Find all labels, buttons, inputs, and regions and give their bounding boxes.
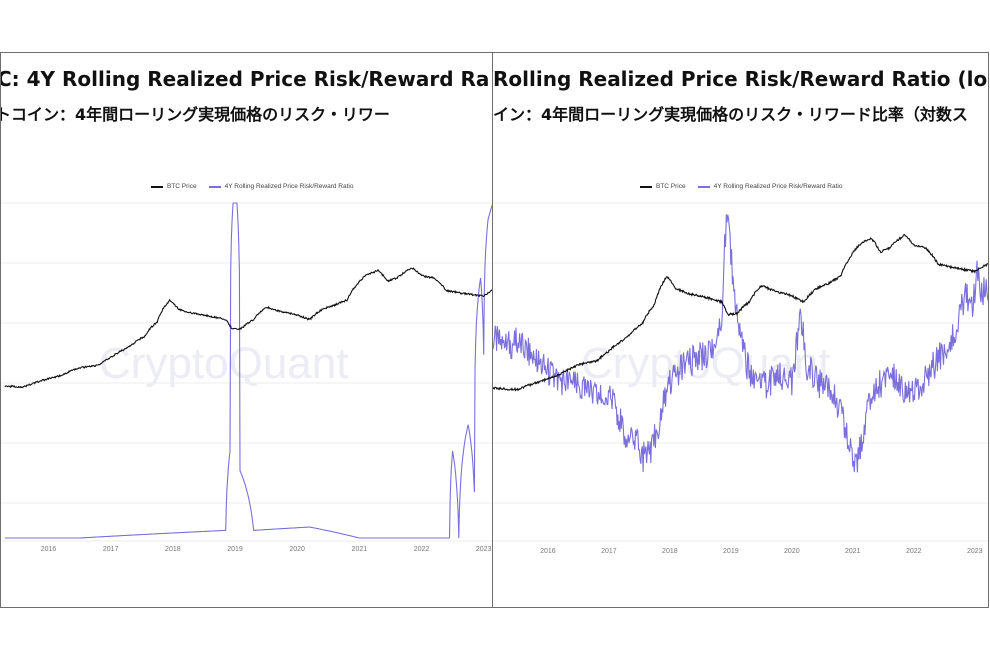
chart-panel-right: Rolling Realized Price Risk/Reward Ratio… bbox=[492, 52, 989, 608]
chart-title-en: C: 4Y Rolling Realized Price Risk/Reward… bbox=[0, 67, 490, 91]
legend-swatch-purple bbox=[208, 185, 221, 188]
x-tick-label: 2021 bbox=[845, 548, 861, 555]
x-tick-label: 2022 bbox=[906, 548, 922, 555]
legend-swatch-black bbox=[640, 185, 652, 188]
legend-item-btc-price: BTC Price bbox=[640, 183, 686, 190]
x-tick-label: 2017 bbox=[601, 548, 617, 555]
x-tick-label: 2022 bbox=[414, 546, 430, 553]
legend-label: BTC Price bbox=[656, 183, 686, 190]
chart-legend: BTC Price 4Y Rolling Realized Price Risk… bbox=[151, 183, 353, 190]
x-tick-label: 2020 bbox=[289, 546, 305, 553]
x-tick-label: 2023 bbox=[476, 546, 492, 553]
x-tick-label: 2016 bbox=[540, 548, 556, 555]
series-line-ratio bbox=[493, 214, 988, 473]
legend-label: BTC Price bbox=[167, 183, 197, 190]
chart-legend: BTC Price 4Y Rolling Realized Price Risk… bbox=[640, 183, 842, 190]
x-tick-label: 2020 bbox=[784, 548, 800, 555]
series-line-ratio bbox=[5, 202, 493, 539]
legend-item-ratio: 4Y Rolling Realized Price Risk/Reward Ra… bbox=[208, 183, 354, 190]
legend-item-btc-price: BTC Price bbox=[151, 183, 197, 190]
legend-label: 4Y Rolling Realized Price Risk/Reward Ra… bbox=[224, 183, 354, 190]
x-tick-label: 2023 bbox=[967, 548, 983, 555]
legend-swatch-purple bbox=[697, 185, 710, 188]
x-tick-label: 2019 bbox=[227, 546, 243, 553]
legend-label: 4Y Rolling Realized Price Risk/Reward Ra… bbox=[713, 183, 843, 190]
series-line-btc-price bbox=[493, 233, 988, 392]
watermark-logo: CryptoQuant bbox=[99, 339, 348, 388]
x-tick-label: 2017 bbox=[103, 546, 119, 553]
chart-title-jp: トコイン：4年間ローリング実現価格のリスク・リワー bbox=[0, 105, 390, 124]
x-tick-label: 2018 bbox=[165, 546, 181, 553]
x-tick-label: 2016 bbox=[41, 546, 57, 553]
chart-panel-left: C: 4Y Rolling Realized Price Risk/Reward… bbox=[0, 52, 494, 608]
x-tick-label: 2019 bbox=[723, 548, 739, 555]
legend-swatch-black bbox=[151, 185, 163, 188]
legend-item-ratio: 4Y Rolling Realized Price Risk/Reward Ra… bbox=[697, 183, 843, 190]
x-tick-label: 2018 bbox=[662, 548, 678, 555]
x-tick-label: 2021 bbox=[352, 546, 368, 553]
chart-title-en: Rolling Realized Price Risk/Reward Ratio… bbox=[493, 67, 989, 91]
series-line-btc-price bbox=[4, 267, 493, 389]
chart-title-jp: イン：4年間ローリング実現価格のリスク・リワード比率（対数ス bbox=[493, 105, 968, 124]
chart-plot-left: CryptoQuant 2016 2017 2018 2019 2020 2021 2022 2… bbox=[1, 202, 493, 553]
